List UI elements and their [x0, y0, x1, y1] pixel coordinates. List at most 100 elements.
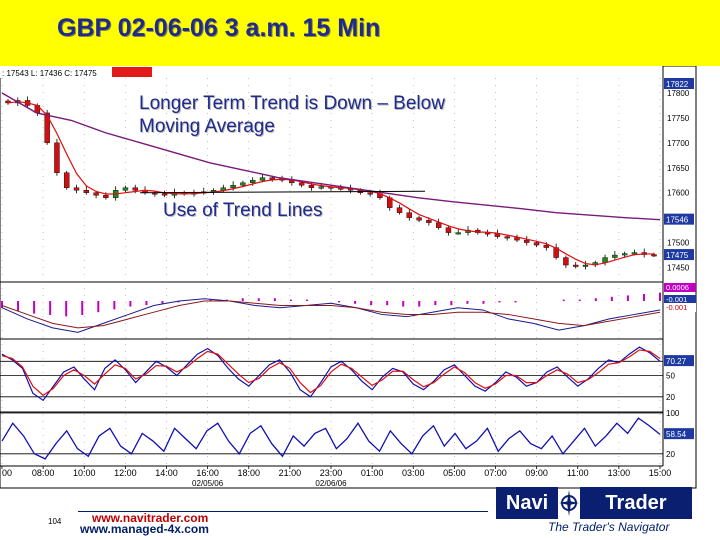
oscillator-red-line	[1, 349, 661, 397]
candle-body	[54, 142, 60, 173]
quote-header-badge	[112, 67, 152, 77]
x-tick-label: 10:00	[73, 468, 96, 478]
candle-body	[161, 193, 168, 196]
indicator2-tick-label: 20	[666, 393, 675, 402]
indicator1-tick-label: -0.001	[666, 295, 687, 304]
price-tick-label: 17650	[667, 164, 690, 173]
slow-moving-average	[1, 92, 661, 221]
candle-body	[533, 242, 540, 246]
candle-body	[103, 195, 109, 198]
price-marker-bg	[664, 78, 694, 89]
price-tick-label: 17750	[667, 114, 690, 123]
price-tick-label: 17600	[667, 189, 690, 198]
fast-moving-average	[7, 101, 654, 266]
candle-body	[318, 186, 324, 189]
indicator3-tick-label: 20	[666, 450, 675, 459]
candle-body	[64, 172, 70, 188]
title-band	[0, 0, 720, 66]
x-tick-label: 23:00	[320, 468, 343, 478]
price-tick-label: 17450	[667, 264, 690, 273]
indicator3-tick-label: 58.54	[666, 430, 687, 439]
candle-body	[396, 207, 403, 213]
price-marker-bg	[664, 213, 694, 225]
candle-body	[249, 180, 256, 183]
trend-annotation-line2: Moving Average	[139, 116, 275, 137]
candle-body	[621, 253, 628, 256]
x-tick-label: 01:00	[361, 468, 384, 478]
chart-frame	[0, 66, 697, 489]
candle-body	[435, 222, 442, 228]
candle-body	[240, 182, 246, 186]
candle-body	[543, 244, 550, 248]
trend-line	[139, 190, 426, 194]
indicator3-line	[1, 417, 661, 460]
price-tick-label: 17800	[667, 89, 690, 98]
navitrader-logo: Navi Trader	[496, 487, 692, 519]
compass-icon	[559, 490, 579, 516]
indicator3-marker-bg	[664, 428, 694, 440]
indicator3-tick-label: 100	[666, 409, 680, 418]
x-tick-label: 18:00	[237, 468, 260, 478]
candle-body	[83, 190, 90, 193]
x-tick-label: 11:00	[567, 468, 589, 478]
candle-body	[612, 254, 618, 258]
indicator1-marker-bg	[664, 303, 696, 312]
candle-body	[5, 100, 11, 104]
logo-navi-text: Navi	[496, 487, 558, 519]
candle-body	[504, 236, 510, 239]
logo-trader-text: Trader	[580, 487, 692, 519]
candle-body	[514, 237, 520, 241]
chart-area: : 17543 L: 17436 C: 17475 17800 17750 1770…	[0, 66, 697, 489]
date-label: 02/06/06	[315, 479, 347, 488]
x-tick-label: 03:00	[402, 468, 425, 478]
indicator1-tick-label: 0.0006	[666, 283, 689, 292]
candle-body	[73, 187, 80, 191]
candle-body	[367, 192, 373, 195]
candle-body	[122, 187, 129, 191]
x-tick-label: 05:00	[443, 468, 466, 478]
oscillator-blue-line	[1, 346, 661, 402]
price-marker-label: 17546	[666, 216, 689, 225]
candle-body	[524, 239, 530, 243]
price-tick-label: 17700	[667, 139, 690, 148]
indicator2-tick-label: 50	[666, 372, 675, 381]
x-tick-label: 13:00	[608, 468, 631, 478]
navitrader-link[interactable]: www.navitrader.com	[92, 511, 209, 525]
candle-body	[298, 182, 305, 186]
candle-body	[44, 112, 50, 144]
candle-body	[269, 177, 275, 180]
footer-rule	[78, 511, 488, 512]
date-label: 02/05/06	[192, 479, 224, 488]
candle-body	[426, 219, 432, 223]
indicator1-line-a	[1, 298, 661, 333]
x-tick-label: 21:00	[279, 468, 302, 478]
candle-body	[651, 254, 657, 257]
candle-body	[572, 264, 579, 267]
candle-body	[445, 227, 452, 233]
trend-annotation-line1: Longer Term Trend is Down – Below	[139, 93, 445, 114]
candle-body	[582, 264, 589, 267]
x-tick-label: 00	[2, 468, 12, 478]
candle-body	[406, 212, 413, 218]
managed4x-link[interactable]: www.managed-4x.com	[80, 522, 209, 536]
x-tick-label: 08:00	[32, 468, 55, 478]
tagline: The Trader's Navigator	[548, 520, 670, 534]
quote-header-bg	[0, 66, 663, 78]
candle-body	[308, 185, 315, 188]
candle-body	[93, 192, 99, 196]
x-tick-label: 16:00	[196, 468, 219, 478]
indicator2-tick-label: 70.27	[666, 357, 687, 366]
trend-lines-annotation: Use of Trend Lines	[163, 200, 323, 221]
x-tick-label: 12:00	[114, 468, 137, 478]
indicator2-marker-bg	[664, 355, 694, 367]
price-marker-label: 17822	[666, 80, 689, 89]
indicator1-line-b	[1, 300, 661, 329]
candle-body	[132, 187, 138, 191]
quote-header: : 17543 L: 17436 C: 17475	[2, 69, 97, 78]
price-marker-bg	[664, 249, 694, 261]
price-marker-label: 17475	[666, 251, 689, 260]
slide-title: GBP 02-06-06 3 a.m. 15 Min	[57, 14, 381, 42]
candle-body	[416, 217, 422, 221]
candle-body	[230, 185, 236, 188]
x-tick-label: 14:00	[155, 468, 178, 478]
